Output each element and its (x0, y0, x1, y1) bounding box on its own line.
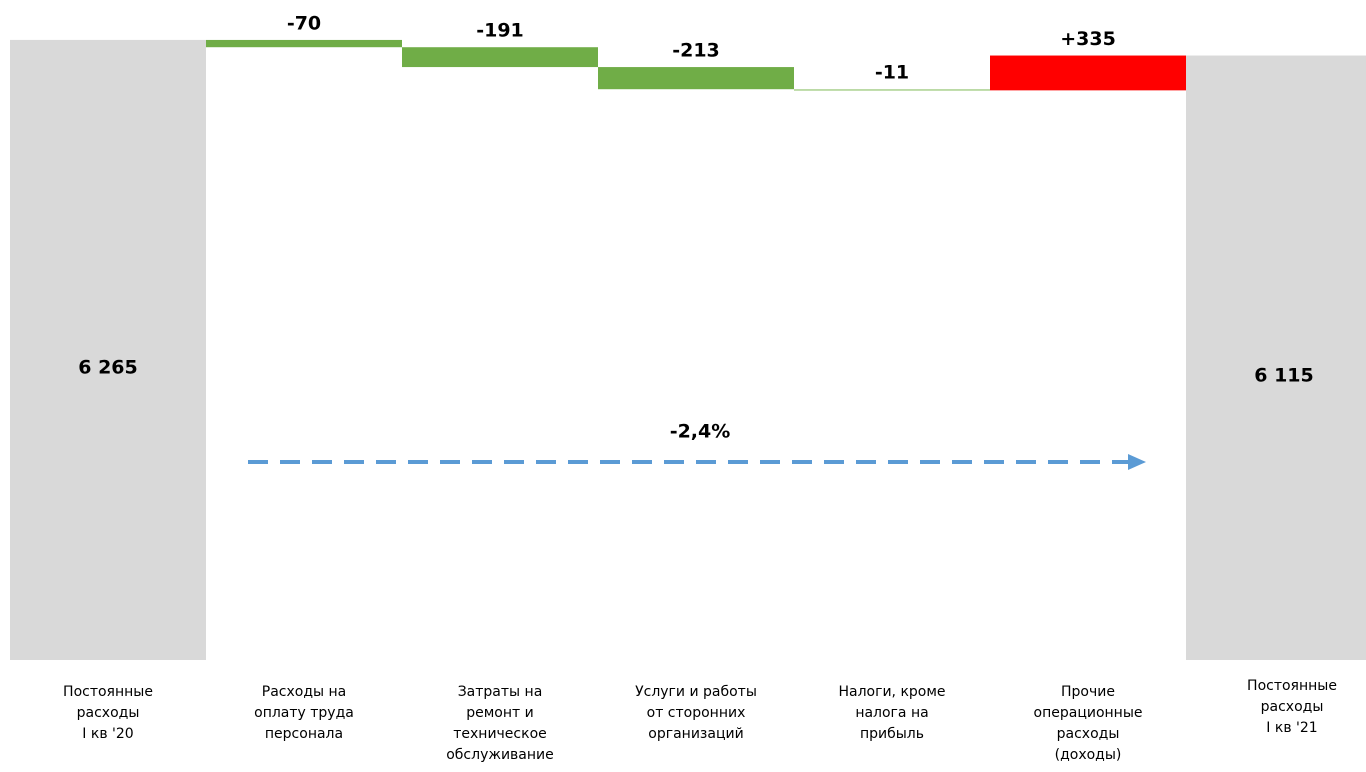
bar (10, 39, 206, 661)
category-label: Расходы на оплату труда персонала (254, 684, 354, 742)
annotation: -2,4% (670, 421, 731, 443)
bar (990, 55, 1186, 91)
value-label: -11 (875, 62, 909, 84)
bar (206, 39, 402, 48)
value-label: -213 (672, 40, 720, 62)
value-label: -191 (476, 20, 524, 42)
category-label: Прочие операционные расходы (доходы) (1033, 684, 1143, 763)
category-label: Услуги и работы от сторонних организаций (635, 684, 757, 742)
bar (598, 67, 794, 90)
bar (794, 89, 990, 91)
category-label: Налоги, кроме налога на прибыль (838, 684, 946, 742)
bar (1186, 55, 1366, 660)
category-label: Постоянные расходы I кв '21 (1247, 678, 1337, 736)
value-label: 6 115 (1254, 364, 1314, 386)
category-label: Затраты на ремонт и техническое обслужив… (446, 684, 554, 763)
arrow-head (1128, 454, 1146, 470)
bar (402, 47, 598, 68)
value-label: +335 (1060, 28, 1116, 50)
category-label: Постоянные расходы I кв '20 (63, 684, 153, 742)
value-label: 6 265 (78, 356, 138, 378)
value-label: -70 (287, 12, 321, 34)
